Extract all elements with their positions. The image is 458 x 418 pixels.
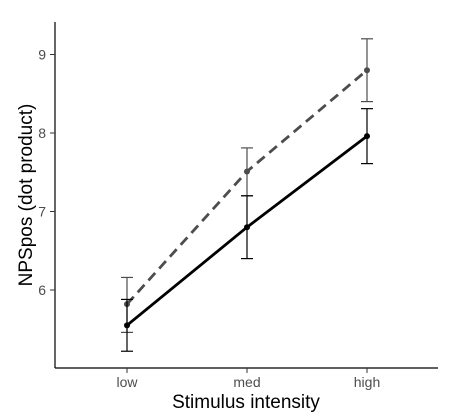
x-axis-title: Stimulus intensity <box>172 392 320 413</box>
data-point <box>364 133 370 139</box>
data-point <box>244 224 250 230</box>
series-dashed <box>121 39 373 333</box>
y-tick-label: 7 <box>38 204 46 220</box>
y-axis-ticks: 6 7 8 9 <box>38 47 55 299</box>
plot-area <box>121 39 373 351</box>
x-axis-ticks: low med high <box>116 368 380 390</box>
data-point <box>124 322 130 328</box>
y-tick-label: 8 <box>38 125 46 141</box>
data-point <box>364 67 370 73</box>
data-point <box>244 168 250 174</box>
y-axis-title: NPSpos (dot product) <box>16 104 37 287</box>
y-tick-label: 9 <box>38 47 46 63</box>
x-tick-label: low <box>116 374 138 390</box>
series-solid <box>121 109 373 352</box>
x-tick-label: high <box>354 374 380 390</box>
x-tick-label: med <box>233 374 260 390</box>
y-tick-label: 6 <box>38 282 46 298</box>
